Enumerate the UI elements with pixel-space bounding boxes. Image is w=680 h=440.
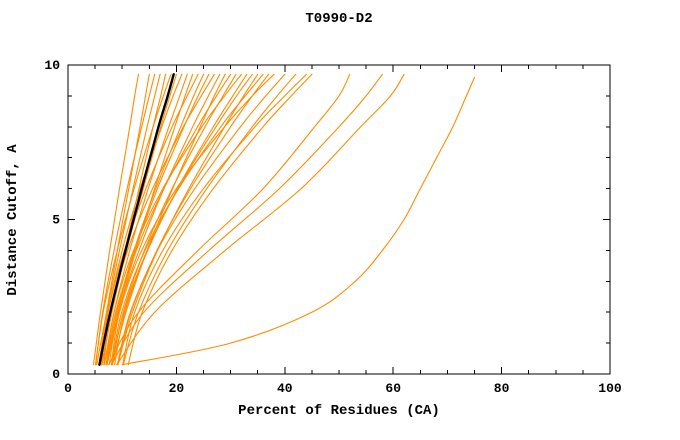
series-model-07 xyxy=(95,73,172,366)
axes-layer xyxy=(67,64,611,375)
series-model-23 xyxy=(117,73,259,366)
x-tick-label: 80 xyxy=(494,381,510,396)
series-model-26 xyxy=(110,73,275,366)
series-highlighted-model xyxy=(98,73,175,366)
series-model-20 xyxy=(105,73,242,366)
series-model-30 xyxy=(127,73,313,366)
y-tick-label: 0 xyxy=(52,367,60,382)
series-model-31 xyxy=(108,73,351,366)
series-model-08 xyxy=(101,73,177,366)
series-model-33 xyxy=(116,73,405,366)
series-model-13 xyxy=(105,73,205,366)
series-model-29 xyxy=(122,73,308,366)
y-axis-label: Distance Cutoff, A xyxy=(5,144,21,296)
series-model-05 xyxy=(98,73,161,366)
y-tick-label: 5 xyxy=(52,213,60,228)
series-model-18 xyxy=(105,73,232,366)
series-model-32 xyxy=(110,73,383,366)
series-model-34 xyxy=(121,76,476,366)
series-model-27 xyxy=(116,73,286,366)
x-tick-label: 100 xyxy=(598,381,622,396)
series-model-02 xyxy=(92,73,140,366)
series-model-25 xyxy=(117,73,270,366)
series-model-12 xyxy=(100,73,199,366)
x-tick-label: 40 xyxy=(277,381,293,396)
y-tick-label: 10 xyxy=(44,58,60,73)
plot-layers: 0 20 40 60 80 100 0 5 10 xyxy=(44,58,622,396)
x-tick-label: 20 xyxy=(169,381,185,396)
series-model-24 xyxy=(111,73,264,366)
x-tick-label: 0 xyxy=(64,381,72,396)
x-axis-label: Percent of Residues (CA) xyxy=(238,403,440,419)
x-tick-label: 60 xyxy=(385,381,401,396)
tick-labels: 0 20 40 60 80 100 0 5 10 xyxy=(44,58,622,396)
series-layer xyxy=(92,73,476,366)
chart-title: T0990-D2 xyxy=(305,11,372,27)
